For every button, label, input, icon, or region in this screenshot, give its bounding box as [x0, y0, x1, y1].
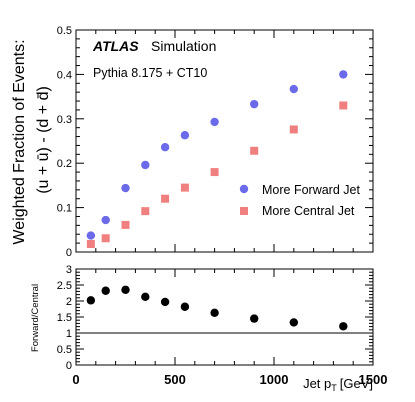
top-y-axis-title: Weighted Fraction of Events: — [11, 39, 28, 244]
bottom-plot-area — [86, 285, 348, 331]
forward-jet-point — [121, 183, 130, 193]
forward-jet-point — [86, 231, 96, 240]
top-x-axis — [75, 30, 374, 252]
top-y-axis-title-2: (u + ū) - (d + d̄) — [35, 86, 52, 194]
ratio-point — [160, 297, 170, 307]
central-jet-point — [161, 194, 170, 203]
bottom-y-tick-label: 0 — [66, 360, 72, 372]
top-y-axis: 0 0.1 0.2 0.3 0.4 0.5 — [57, 25, 373, 259]
ratio-point — [86, 296, 96, 305]
central-jet-point — [250, 146, 259, 155]
ratio-point — [101, 286, 110, 295]
bottom-y-tick-label: 1 — [66, 328, 72, 340]
top-y-tick-label: 0 — [66, 247, 72, 259]
x-axis-title: Jet pT [GeV] — [303, 376, 373, 393]
ratio-point — [289, 318, 298, 327]
legend: More Forward Jet More Central Jet — [239, 183, 360, 218]
bottom-y-tick-label: 2.5 — [57, 280, 72, 292]
bottom-y-tick-label: 0.5 — [57, 344, 72, 356]
legend-forward-label: More Forward Jet — [262, 183, 360, 197]
ratio-point — [210, 308, 219, 318]
bottom-y-tick-label: 2 — [66, 296, 72, 308]
forward-jet-point — [160, 143, 170, 152]
top-y-tick-label: 0.5 — [57, 25, 72, 37]
legend-central-marker — [240, 207, 248, 215]
ratio-point — [121, 285, 130, 294]
forward-jet-point — [180, 131, 190, 140]
central-jet-point — [101, 234, 110, 243]
ratio-point — [339, 322, 348, 331]
forward-jet-point — [141, 160, 150, 170]
legend-forward-marker — [239, 184, 249, 194]
x-axis-title-main: Jet p — [303, 376, 331, 391]
atlas-sub-label: Simulation — [151, 38, 216, 54]
forward-jet-point — [250, 99, 259, 109]
top-y-tick-label: 0.4 — [57, 69, 72, 81]
legend-central-label: More Central Jet — [262, 204, 355, 218]
forward-jet-point — [339, 70, 348, 79]
x-tick-label: 1000 — [260, 372, 289, 387]
bottom-y-tick-label: 3 — [66, 264, 72, 276]
central-jet-point — [210, 168, 219, 177]
x-tick-label: 1500 — [359, 372, 388, 387]
x-axis-title-unit: [GeV] — [340, 376, 373, 391]
ratio-point — [250, 314, 259, 323]
top-y-axis-title-line2: (u + ū) - (d + d̄) — [35, 86, 52, 194]
central-jet-point — [141, 207, 150, 216]
x-tick-label: 0 — [72, 372, 79, 387]
top-y-tick-label: 0.2 — [57, 158, 72, 170]
x-tick-label: 500 — [164, 372, 186, 387]
top-panel-frame — [75, 29, 374, 253]
x-axis-title-sub: T — [331, 383, 337, 393]
central-jet-point — [289, 125, 298, 134]
central-jet-point — [339, 101, 348, 110]
atlas-label: ATLAS — [92, 38, 139, 54]
bottom-panel-frame — [75, 268, 374, 366]
central-jet-point — [121, 220, 130, 229]
ratio-point — [180, 302, 190, 311]
central-jet-point — [86, 240, 95, 249]
top-y-tick-label: 0.1 — [57, 203, 72, 215]
central-jet-point — [180, 183, 189, 192]
bottom-y-axis-title: Forward/Central — [30, 284, 41, 352]
top-y-tick-label: 0.3 — [57, 114, 72, 126]
forward-jet-point — [101, 215, 110, 225]
top-plot-area — [86, 70, 348, 249]
bottom-y-axis-title-text: Forward/Central — [30, 284, 41, 352]
bottom-x-axis: 0 500 1000 1500 — [72, 269, 387, 387]
top-y-axis-title-line1: Weighted Fraction of Events: — [11, 39, 28, 244]
bottom-y-tick-label: 1.5 — [57, 312, 72, 324]
bottom-y-axis: 0 0.5 1 1.5 2 2.5 3 — [57, 264, 373, 372]
ratio-point — [141, 292, 150, 302]
generator-label: Pythia 8.175 + CT10 — [93, 66, 207, 80]
forward-jet-point — [289, 84, 298, 94]
forward-jet-point — [210, 117, 219, 127]
